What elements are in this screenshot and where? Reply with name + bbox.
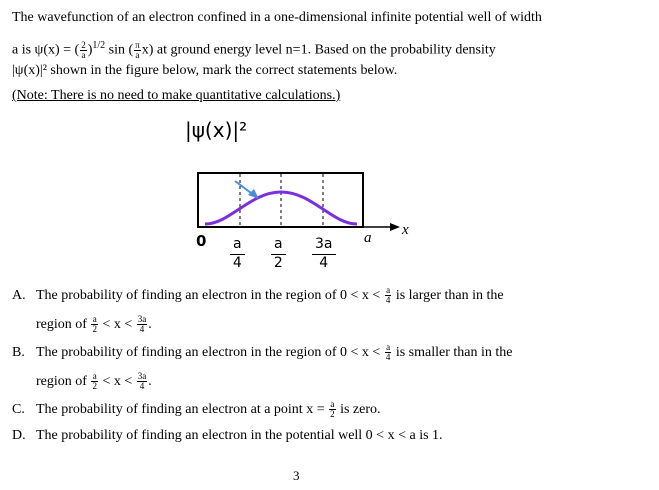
numerator: 3a [312,236,336,255]
text: a is ψ(x) = ( [12,42,80,58]
option-letter: D. [12,428,26,443]
denominator: 2 [92,324,97,335]
numerator: a [271,236,286,255]
denominator: 4 [385,352,391,363]
option-letter: B. [12,345,25,360]
fraction: 3a 4 [136,314,148,335]
text: The probability of finding an electron i… [36,345,384,360]
text: < x < [98,374,136,389]
text: The probability of finding an electron i… [36,288,384,303]
denominator: 4 [385,295,391,306]
text: |ψ(x)|² shown in the figure below, mark … [12,63,398,78]
text: sin ( [105,42,134,58]
option-line: The probability of finding an electron i… [36,426,443,446]
text: is zero. [336,402,381,417]
denominator: a [81,49,86,60]
superscript: 1/2 [92,40,106,51]
origin-label: 0 [196,232,207,250]
denominator: 2 [273,255,283,271]
question-line: a is ψ(x) = (2 a)1/2 sin (π a x) at ground … [12,36,496,61]
axis-label: x [402,222,409,238]
text: x) at ground energy level n=1. Based on … [141,42,496,58]
numerator: a [91,371,98,383]
figure-label: |ψ(x)|² [185,118,248,142]
note: (Note: There is no need to make quantita… [12,88,341,103]
numerator: a [384,285,392,297]
text: . [148,374,152,389]
denominator: 4 [139,381,145,392]
option-line: The probability of finding an electron i… [36,343,512,363]
denominator: 4 [139,324,145,335]
denominator: 2 [330,409,335,420]
text: is larger than in the [392,288,504,303]
numerator: π [134,39,141,51]
text: . [148,317,152,332]
numerator: 3a [136,314,148,326]
end-label: a [364,230,372,246]
option-letter: A. [12,288,26,303]
numerator: a [329,399,336,411]
text: < x < [98,317,136,332]
text: is smaller than in the [392,345,513,360]
numerator: 2 [80,39,87,51]
numerator: a [384,342,392,354]
numerator: a [230,236,245,255]
option-line: The probability of finding an electron a… [36,400,381,420]
fraction: 3a 4 [312,236,336,271]
text: The probability of finding an electron i… [36,428,443,443]
text: region of [36,374,91,389]
numerator: 3a [136,371,148,383]
denominator: 4 [232,255,242,271]
text: The probability of finding an electron a… [36,402,329,417]
tick-label: 3a 4 [311,236,337,271]
page-number: 3 [293,468,300,483]
fraction: 3a 4 [136,371,148,392]
question-line: |ψ(x)|² shown in the figure below, mark … [12,61,397,81]
denominator: 4 [319,255,329,271]
option-line: The probability of finding an electron i… [36,286,504,306]
text: ) [87,42,93,58]
question-line: The wavefunction of an electron confined… [12,8,542,28]
text: region of [36,317,91,332]
denominator: 2 [92,381,97,392]
numerator: a [91,314,98,326]
option-letter: C. [12,402,25,417]
denominator: a [135,49,140,60]
text: The wavefunction of an electron confined… [12,10,542,25]
